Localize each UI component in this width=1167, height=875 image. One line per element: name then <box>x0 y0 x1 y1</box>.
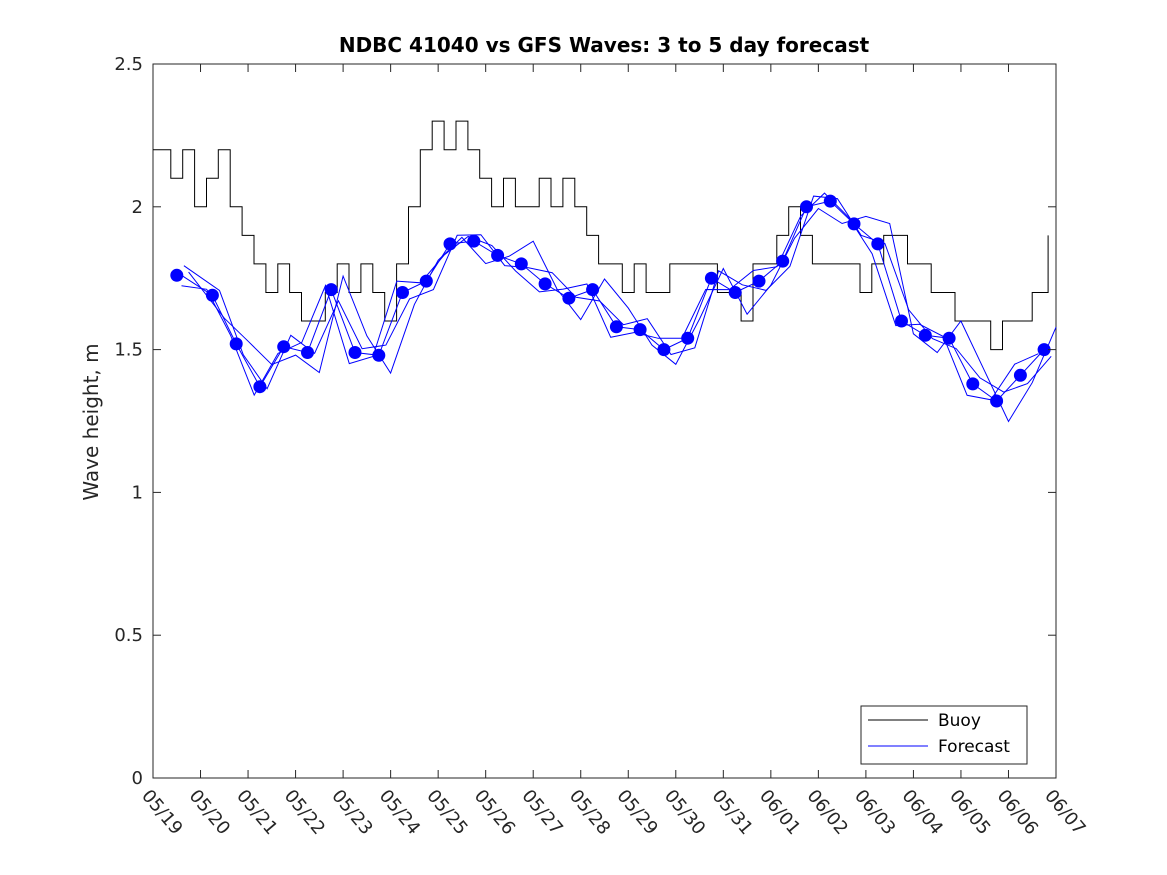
x-tick-label: 06/02 <box>803 786 852 839</box>
y-tick-label: 1.5 <box>114 340 143 361</box>
forecast-point <box>348 346 362 359</box>
forecast-point <box>776 254 790 268</box>
forecast-point <box>229 337 243 351</box>
y-axis-label: Wave height, m <box>79 343 103 500</box>
forecast-point <box>681 331 695 345</box>
x-tick-label: 05/19 <box>137 786 186 839</box>
plot-area <box>152 63 1057 779</box>
legend-label-forecast: Forecast <box>938 737 1010 757</box>
forecast-point <box>942 331 956 345</box>
forecast-point <box>372 348 386 362</box>
forecast-point <box>443 237 457 251</box>
y-tick-label: 1 <box>132 482 143 503</box>
y-tick-label: 2 <box>132 197 143 218</box>
x-tick-label: 06/04 <box>898 786 947 839</box>
forecast-point <box>704 271 718 285</box>
forecast-point <box>800 200 813 214</box>
forecast-point <box>1013 368 1027 382</box>
x-tick-label: 06/07 <box>1040 786 1089 839</box>
y-tick-label: 2.5 <box>114 54 143 75</box>
forecast-point <box>170 268 184 282</box>
x-tick-label: 05/31 <box>707 786 756 839</box>
series-line-forecast-run-1 <box>181 200 1045 402</box>
forecast-point <box>514 257 528 271</box>
forecast-point <box>301 346 314 359</box>
forecast-point <box>847 217 861 231</box>
x-tick-label: 05/30 <box>660 786 709 839</box>
x-tick-label: 05/26 <box>470 786 519 839</box>
x-tick-label: 05/20 <box>185 786 234 839</box>
y-tick-label: 0.5 <box>114 625 143 646</box>
x-tick-label: 05/22 <box>280 786 329 839</box>
legend-box <box>860 705 1028 765</box>
forecast-point <box>562 291 576 305</box>
x-tick-label: 05/28 <box>565 786 614 839</box>
y-axis: 0 0.5 1 1.5 2 2.5 <box>114 54 1056 789</box>
forecast-point <box>586 283 600 297</box>
forecast-point <box>419 274 433 288</box>
forecast-point <box>1037 343 1051 357</box>
forecast-point <box>823 194 837 208</box>
forecast-point <box>918 328 932 342</box>
forecast-point <box>324 283 338 297</box>
x-tick-label: 05/21 <box>232 786 281 839</box>
axes-box <box>152 63 1057 779</box>
forecast-point <box>990 394 1004 408</box>
series-line-forecast-run-3 <box>181 192 1039 401</box>
x-tick-label: 05/27 <box>517 786 566 839</box>
x-tick-label: 05/23 <box>327 786 376 839</box>
x-tick-label: 06/06 <box>993 786 1042 839</box>
forecast-point <box>467 234 481 248</box>
legend: Buoy Forecast <box>860 705 1028 765</box>
forecast-point <box>728 286 742 299</box>
forecast-point <box>871 237 885 251</box>
x-tick-label: 06/01 <box>755 786 804 839</box>
forecast-point <box>752 274 766 288</box>
x-tick-label: 05/25 <box>422 786 471 839</box>
series-line-forecast-run-2 <box>183 195 1052 393</box>
forecast-point <box>633 323 647 337</box>
forecast-point <box>538 277 552 291</box>
x-tick-label: 05/29 <box>612 786 661 839</box>
legend-label-buoy: Buoy <box>938 711 981 731</box>
chart-title: NDBC 41040 vs GFS Waves: 3 to 5 day fore… <box>339 33 870 57</box>
forecast-point <box>396 286 409 299</box>
forecast-point <box>609 320 623 334</box>
series-line-forecast-run-4 <box>188 207 1057 423</box>
y-tick-label: 0 <box>132 768 143 789</box>
forecast-point <box>253 380 267 394</box>
forecast-point <box>205 288 219 302</box>
forecast-point <box>491 248 505 262</box>
x-tick-label: 06/05 <box>945 786 994 839</box>
forecast-point <box>966 377 980 391</box>
x-tick-label: 05/24 <box>375 786 424 839</box>
forecast-point <box>657 343 671 357</box>
forecast-point <box>277 340 291 354</box>
forecast-point <box>895 314 908 328</box>
x-tick-label: 06/03 <box>850 786 899 839</box>
